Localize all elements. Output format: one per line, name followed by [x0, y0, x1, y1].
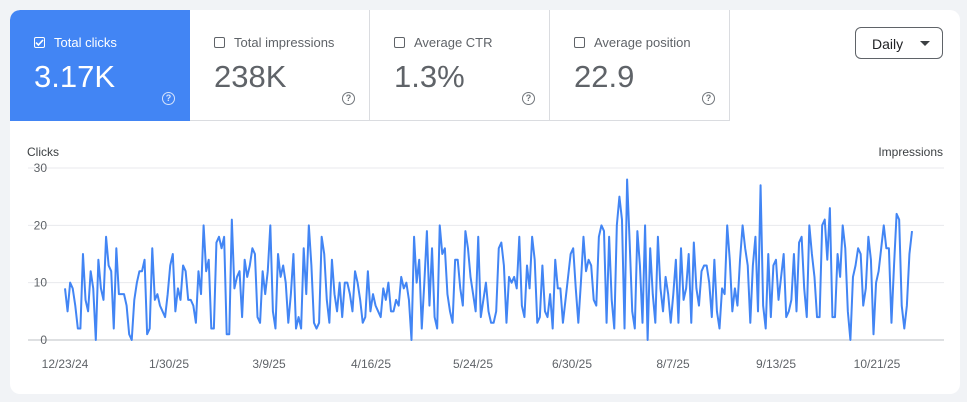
metric-label: Average CTR — [414, 35, 493, 50]
series-group — [64, 178, 913, 341]
metric-card-total-clicks[interactable]: Total clicks 3.17K ? — [10, 10, 190, 121]
x-tick-label: 9/13/25 — [756, 357, 796, 371]
help-icon[interactable]: ? — [162, 92, 175, 105]
metric-card-average-ctr[interactable]: Average CTR 1.3% ? — [370, 10, 550, 121]
y-axis-title-right: Impressions — [878, 145, 943, 159]
metric-value: 3.17K — [34, 59, 116, 94]
metric-card-total-impressions[interactable]: Total impressions 238K ? — [190, 10, 370, 121]
metric-label: Total clicks — [54, 35, 117, 50]
y-tick-label: 0 — [40, 333, 47, 347]
y-tick-label: 10 — [34, 276, 48, 290]
x-tick-label: 5/24/25 — [453, 357, 493, 371]
y-tick-label: 30 — [34, 161, 48, 175]
x-tick-label: 1/30/25 — [149, 357, 189, 371]
help-icon[interactable]: ? — [342, 92, 355, 105]
clicks-line-chart: Clicks Impressions 0 10 20 30 12/23/24 1/30/… — [27, 145, 944, 371]
x-tick-label: 6/30/25 — [552, 357, 592, 371]
metric-label: Average position — [594, 35, 691, 50]
y-tick-label: 20 — [34, 218, 48, 232]
metric-label: Total impressions — [234, 35, 335, 50]
checkbox-icon[interactable] — [214, 37, 225, 48]
metric-card-average-position[interactable]: Average position 22.9 ? — [550, 10, 730, 121]
performance-panel: Total clicks 3.17K ? Total impressions 2… — [10, 10, 960, 394]
metric-value: 1.3% — [394, 59, 465, 94]
x-tick-label: 3/9/25 — [252, 357, 286, 371]
x-tick-label: 10/21/25 — [854, 357, 901, 371]
y-tick-labels: 0 10 20 30 — [34, 161, 48, 347]
metric-value: 22.9 — [574, 59, 635, 94]
granularity-dropdown[interactable]: Daily — [855, 27, 943, 59]
help-icon[interactable]: ? — [522, 92, 535, 105]
x-tick-label: 12/23/24 — [42, 357, 89, 371]
metric-cards: Total clicks 3.17K ? Total impressions 2… — [10, 10, 730, 121]
x-tick-label: 4/16/25 — [351, 357, 391, 371]
granularity-label: Daily — [872, 36, 904, 52]
y-axis-title-left: Clicks — [27, 145, 59, 159]
series-line-clicks — [64, 178, 913, 341]
checkbox-checked-icon[interactable] — [34, 37, 45, 48]
x-tick-labels: 12/23/24 1/30/25 3/9/25 4/16/25 5/24/25 6/30/… — [42, 357, 901, 371]
checkbox-icon[interactable] — [574, 37, 585, 48]
metric-value: 238K — [214, 59, 287, 94]
help-icon[interactable]: ? — [702, 92, 715, 105]
caret-down-icon — [920, 41, 930, 46]
x-tick-label: 8/7/25 — [656, 357, 690, 371]
checkbox-icon[interactable] — [394, 37, 405, 48]
